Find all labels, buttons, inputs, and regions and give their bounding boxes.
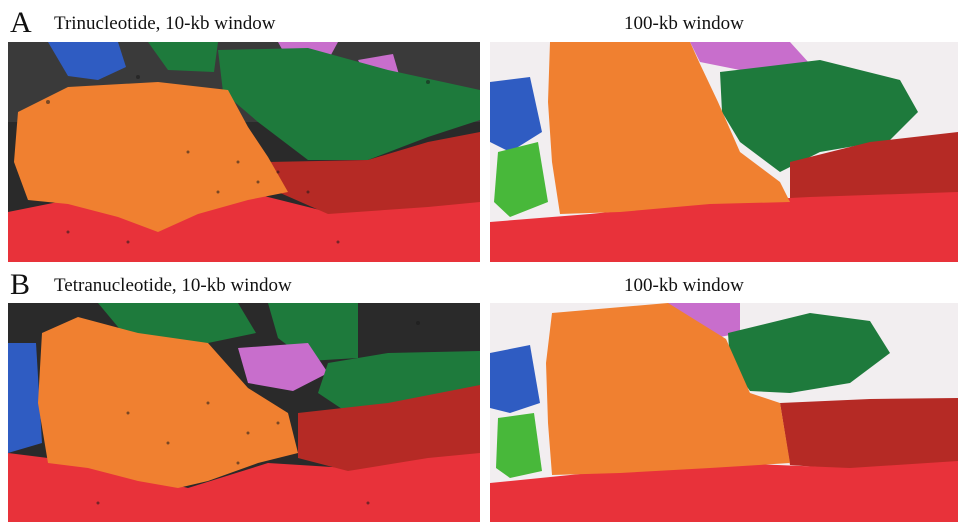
panel-a-right-title: 100-kb window	[624, 13, 744, 34]
panel-b-left-map	[8, 303, 480, 522]
panel-a-right-map	[490, 42, 958, 262]
panel-a-left-map	[8, 42, 480, 262]
panel-b-left-title: Tetranucleotide, 10-kb window	[54, 275, 292, 296]
panel-letter-b: B	[10, 268, 31, 301]
panel-b-right-map	[490, 303, 958, 522]
panel-b-left-noise	[96, 321, 420, 505]
panel-a-left-title: Trinucleotide, 10-kb window	[54, 13, 276, 34]
panel-a-left-noise	[46, 75, 430, 244]
panel-letter-a: A	[10, 6, 32, 39]
panel-b-right-title: 100-kb window	[624, 275, 744, 296]
